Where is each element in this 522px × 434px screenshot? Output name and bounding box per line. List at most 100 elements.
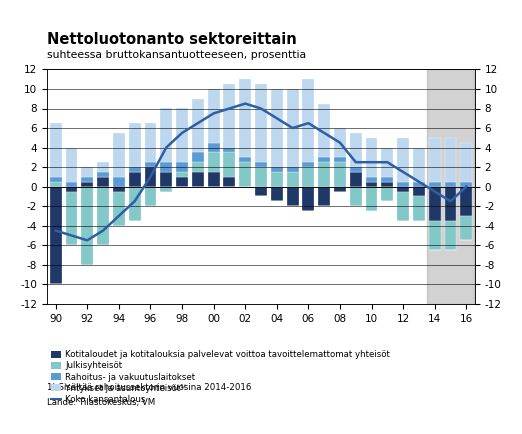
Bar [66,191,77,245]
Bar [429,221,441,250]
Bar [302,162,314,167]
Bar [365,138,377,177]
Bar [66,148,77,182]
Bar [271,187,283,201]
Bar [397,182,409,187]
Bar [113,133,125,177]
Bar [271,167,283,172]
Text: Nettoluotonanto sektoreittain: Nettoluotonanto sektoreittain [47,33,296,47]
Bar [129,187,140,221]
Bar [160,187,172,191]
Bar [413,196,425,221]
Bar [413,148,425,182]
Bar [287,167,299,172]
Bar [334,157,346,162]
Bar [192,172,204,187]
Bar [129,172,140,187]
Bar [223,84,235,148]
Bar [460,182,472,187]
Bar [255,162,267,167]
Bar [97,187,109,245]
Bar [302,187,314,211]
Bar [445,187,456,221]
Bar [287,172,299,187]
Bar [192,99,204,152]
Bar [113,177,125,187]
Bar [81,177,93,182]
Bar [460,143,472,182]
Bar [287,89,299,167]
Bar [208,152,220,172]
Bar [176,177,188,187]
Bar [66,187,77,191]
Bar [334,187,346,191]
Bar [192,152,204,162]
Bar [223,148,235,152]
Bar [397,191,409,221]
Bar [50,182,62,187]
Bar [223,152,235,177]
Bar [176,162,188,172]
Bar [413,182,425,187]
Bar [445,138,456,182]
Bar [255,84,267,162]
Bar [318,162,330,187]
Bar [129,167,140,172]
Bar [382,177,393,182]
Bar [397,187,409,191]
Bar [176,108,188,162]
Bar [176,172,188,177]
Bar [460,187,472,216]
Bar [445,221,456,250]
Bar [350,133,362,167]
Text: Lähde: Tilastokeskus, VM: Lähde: Tilastokeskus, VM [47,398,155,407]
Bar [239,79,251,157]
Bar [318,157,330,162]
Bar [145,123,157,162]
Bar [318,104,330,157]
Text: suhteessa bruttokansantuotteeseen, prosenttia: suhteessa bruttokansantuotteeseen, prose… [47,50,306,60]
Bar [365,182,377,187]
Bar [350,172,362,187]
Bar [429,187,441,221]
Bar [50,123,62,177]
Bar [50,177,62,182]
Bar [145,187,157,206]
Bar [160,108,172,162]
Legend: Kotitaloudet ja kotitalouksia palvelevat voittoa tavoittelemattomat yhteisöt, Ju: Kotitaloudet ja kotitalouksia palvelevat… [51,350,390,404]
Bar [460,216,472,240]
Bar [66,182,77,187]
Bar [318,187,330,206]
Bar [239,162,251,187]
Bar [97,172,109,177]
Bar [208,89,220,143]
Bar [239,157,251,162]
Bar [192,162,204,172]
Bar [397,138,409,182]
Bar [208,143,220,152]
Bar [97,177,109,187]
Bar [302,79,314,162]
Bar [350,187,362,206]
Bar [145,162,157,167]
Bar [365,177,377,182]
Bar [129,123,140,167]
Bar [287,187,299,206]
Bar [145,167,157,187]
Bar [382,187,393,201]
Bar [413,187,425,196]
Bar [113,191,125,226]
Bar [382,182,393,187]
Text: 1) Sisältää rahoitussektorin vuosina 2014-2016: 1) Sisältää rahoitussektorin vuosina 201… [47,384,252,392]
Bar [429,138,441,182]
Bar [334,128,346,157]
Bar [223,177,235,187]
Bar [427,69,474,304]
Bar [113,187,125,191]
Bar [255,187,267,196]
Bar [50,187,62,284]
Bar [334,162,346,187]
Bar [255,167,267,187]
Bar [271,172,283,187]
Bar [81,167,93,177]
